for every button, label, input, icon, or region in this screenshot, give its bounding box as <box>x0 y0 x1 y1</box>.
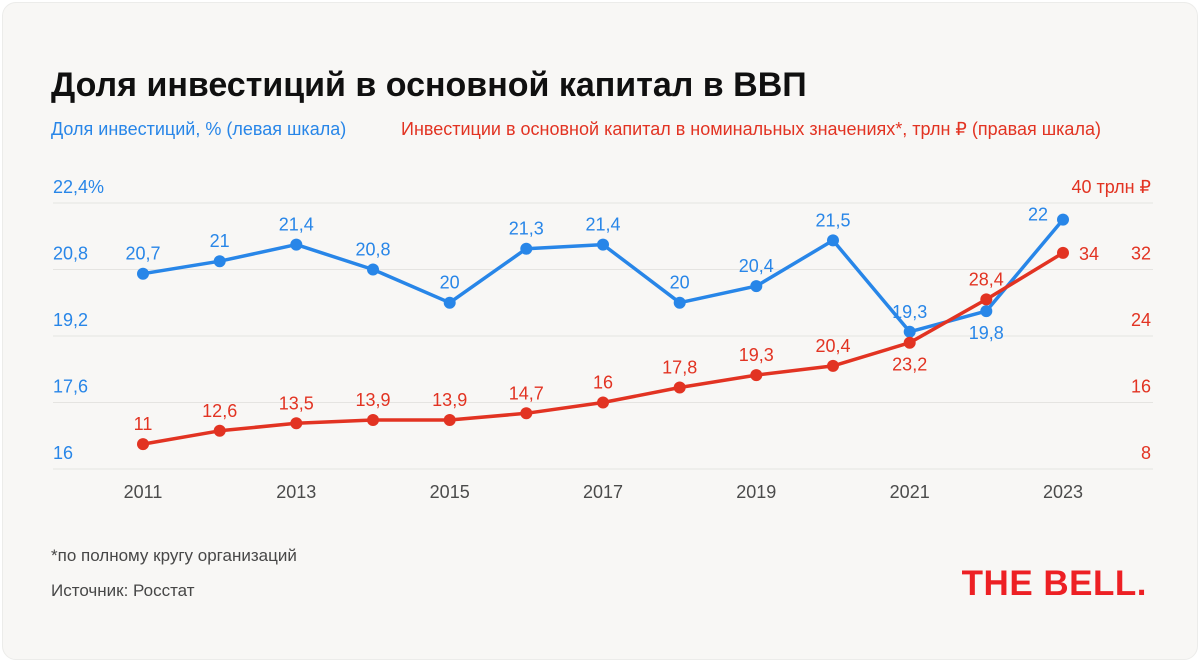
data-point-red <box>597 396 609 409</box>
data-label-blue: 20 <box>670 273 690 293</box>
data-label-red: 19,3 <box>739 345 774 365</box>
left-axis-label: 22,4% <box>53 177 104 197</box>
x-axis-label: 2017 <box>583 482 623 502</box>
x-axis-label: 2015 <box>430 482 470 502</box>
legend-left-axis: Доля инвестиций, % (левая шкала) <box>51 119 347 139</box>
data-label-blue: 19,3 <box>892 302 927 322</box>
data-label-blue: 20,8 <box>355 240 390 260</box>
data-label-red: 14,7 <box>509 383 544 403</box>
data-label-blue: 21,5 <box>815 210 850 230</box>
data-point-blue <box>213 255 226 268</box>
left-axis-label: 19,2 <box>53 310 88 330</box>
data-point-red <box>520 407 533 420</box>
data-point-blue <box>520 242 533 255</box>
data-label-blue: 21,4 <box>585 215 620 235</box>
x-axis-label: 2013 <box>276 482 316 502</box>
data-point-blue <box>443 296 456 309</box>
data-point-blue <box>367 263 379 276</box>
data-point-red <box>827 359 839 372</box>
data-label-blue: 22 <box>1028 205 1048 225</box>
data-label-red: 13,9 <box>355 390 390 410</box>
data-point-blue <box>673 296 686 309</box>
x-axis-label: 2011 <box>124 482 163 502</box>
data-point-red <box>1057 246 1069 259</box>
series-line-red <box>141 251 1065 446</box>
data-point-red <box>290 417 303 430</box>
data-point-blue <box>1057 213 1069 226</box>
data-point-red <box>443 414 456 426</box>
left-axis-label: 20,8 <box>53 244 88 264</box>
page-title: Доля инвестиций в основной капитал в ВВП <box>51 65 807 104</box>
data-label-red: 17,8 <box>662 358 697 378</box>
source-label: Источник: Росстат <box>51 581 195 600</box>
data-point-red <box>750 369 763 382</box>
data-point-blue <box>827 234 839 247</box>
data-label-red: 13,9 <box>432 390 467 410</box>
data-point-red <box>137 438 149 451</box>
data-point-blue <box>980 305 993 318</box>
data-point-red <box>213 424 226 437</box>
left-axis-label: 17,6 <box>53 377 88 397</box>
data-label-blue: 20,4 <box>739 256 774 276</box>
right-axis-label: 8 <box>1141 443 1151 463</box>
data-label-blue: 20,7 <box>125 244 160 264</box>
data-point-blue <box>597 238 609 251</box>
data-point-red <box>367 414 379 426</box>
data-label-red: 34 <box>1079 244 1099 264</box>
data-point-red <box>673 381 686 394</box>
right-axis-label: 40 трлн ₽ <box>1071 177 1151 197</box>
data-label-blue: 20 <box>440 273 460 293</box>
footnote: *по полному кругу организаций <box>51 546 297 565</box>
data-label-red: 12,6 <box>202 401 237 421</box>
data-label-blue: 21 <box>210 231 230 251</box>
data-label-blue: 21,3 <box>509 219 544 239</box>
right-axis-label: 16 <box>1131 377 1151 397</box>
data-point-blue <box>903 325 916 338</box>
data-label-red: 28,4 <box>969 269 1004 289</box>
data-label-red: 23,2 <box>892 355 927 375</box>
data-point-blue <box>290 238 303 251</box>
left-axis-label: 16 <box>53 443 73 463</box>
data-label-blue: 19,8 <box>969 323 1004 343</box>
data-point-red <box>980 293 993 306</box>
data-label-red: 16 <box>593 373 613 393</box>
legend-right-axis: Инвестиции в основной капитал в номиналь… <box>401 119 1101 139</box>
data-label-blue: 21,4 <box>279 215 314 235</box>
the-bell-logo: THE BELL. <box>961 564 1147 603</box>
x-axis-label: 2023 <box>1043 482 1083 502</box>
data-label-red: 11 <box>134 414 153 434</box>
data-point-blue <box>750 280 763 293</box>
data-point-red <box>903 336 916 349</box>
data-label-red: 20,4 <box>815 336 850 356</box>
data-label-red: 13,5 <box>279 393 314 413</box>
right-axis-label: 24 <box>1131 310 1151 330</box>
x-axis-label: 2021 <box>890 482 930 502</box>
data-point-blue <box>137 267 149 280</box>
right-axis-label: 32 <box>1131 244 1151 264</box>
x-axis-label: 2019 <box>736 482 776 502</box>
